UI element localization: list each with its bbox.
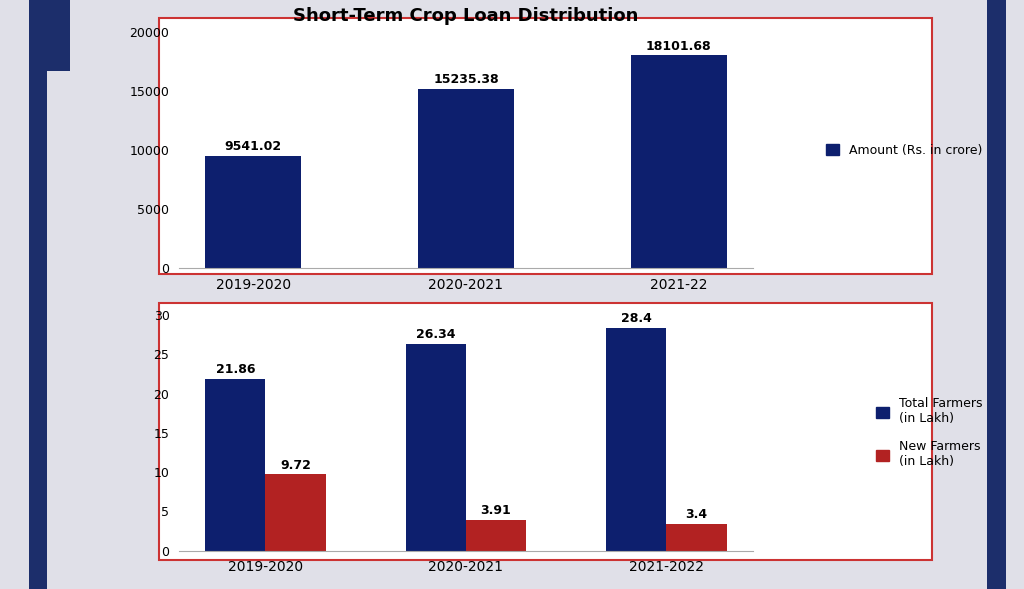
Text: 28.4: 28.4 bbox=[621, 312, 652, 325]
Legend: Amount (Rs. in crore): Amount (Rs. in crore) bbox=[821, 138, 987, 162]
Bar bbox=[265, 474, 326, 551]
Legend: Total Farmers
(in Lakh), New Farmers
(in Lakh): Total Farmers (in Lakh), New Farmers (in… bbox=[871, 392, 987, 474]
Text: 18101.68: 18101.68 bbox=[646, 39, 712, 52]
Bar bbox=[418, 88, 514, 268]
Text: 15235.38: 15235.38 bbox=[433, 74, 499, 87]
Text: 3.91: 3.91 bbox=[480, 504, 511, 517]
Bar bbox=[667, 524, 727, 551]
Bar bbox=[606, 327, 667, 551]
Bar bbox=[631, 55, 727, 268]
Text: 26.34: 26.34 bbox=[416, 328, 456, 341]
Title: Short-Term Crop Loan Distribution: Short-Term Crop Loan Distribution bbox=[293, 7, 639, 25]
Bar bbox=[406, 344, 466, 551]
Bar bbox=[205, 379, 265, 551]
Text: 9541.02: 9541.02 bbox=[224, 141, 282, 154]
Text: 9.72: 9.72 bbox=[280, 459, 311, 472]
Bar bbox=[466, 520, 526, 551]
Bar bbox=[205, 155, 301, 268]
Text: 21.86: 21.86 bbox=[216, 363, 255, 376]
Text: 3.4: 3.4 bbox=[685, 508, 708, 521]
